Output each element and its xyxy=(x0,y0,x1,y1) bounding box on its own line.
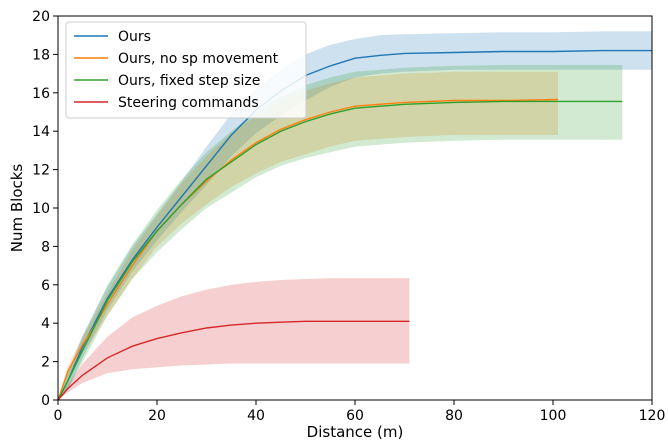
x-tick-label: 20 xyxy=(148,408,166,424)
x-axis-ticks: 0 20 40 60 80 100 120 xyxy=(54,400,666,424)
x-tick-label: 100 xyxy=(540,408,567,424)
y-tick-label: 16 xyxy=(32,86,50,102)
y-tick-label: 14 xyxy=(32,124,50,140)
band-ours-fixed-step-size xyxy=(58,65,623,400)
y-tick-label: 4 xyxy=(41,316,50,332)
line-steering-commands xyxy=(57,320,410,401)
y-axis-ticks: 0 2 4 6 8 10 12 14 16 18 20 xyxy=(32,9,58,409)
y-tick-label: 10 xyxy=(32,201,50,217)
x-axis-label: Distance (m) xyxy=(307,423,404,441)
y-tick-label: 2 xyxy=(41,355,50,371)
y-tick-label: 0 xyxy=(41,393,50,409)
x-tick-label: 120 xyxy=(639,408,666,424)
band-ours xyxy=(58,31,652,401)
legend-label: Ours, no sp movement xyxy=(118,51,279,67)
x-tick-label: 60 xyxy=(346,408,364,424)
confidence-bands xyxy=(58,31,652,401)
x-tick-label: 80 xyxy=(445,408,463,424)
y-tick-label: 8 xyxy=(41,239,50,255)
y-tick-label: 18 xyxy=(32,47,50,63)
x-tick-label: 40 xyxy=(247,408,265,424)
legend-box xyxy=(65,21,307,119)
band-ours-no-sp-movement xyxy=(58,71,558,400)
y-tick-label: 20 xyxy=(32,9,50,25)
y-axis-label: Num Blocks xyxy=(8,164,26,253)
legend-label: Ours, fixed step size xyxy=(118,73,260,89)
legend-label: Steering commands xyxy=(118,95,259,111)
band-steering-commands xyxy=(58,278,410,400)
line-ours-fixed-step-size xyxy=(57,100,623,401)
legend: Ours Ours, no sp movement Ours, fixed step… xyxy=(65,21,307,119)
legend-label: Ours xyxy=(118,29,151,45)
y-tick-label: 12 xyxy=(32,163,50,179)
x-tick-label: 0 xyxy=(54,408,63,424)
y-tick-label: 6 xyxy=(41,278,50,294)
